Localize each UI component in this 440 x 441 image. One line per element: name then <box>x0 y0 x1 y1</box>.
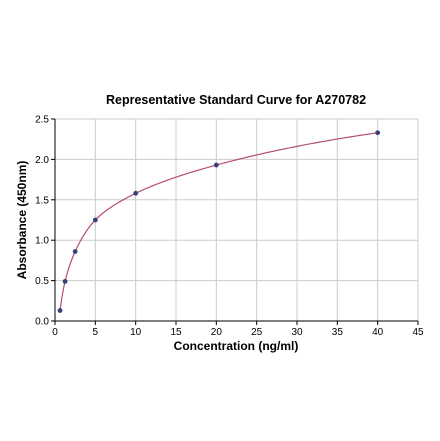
y-tick-label: 0.0 <box>35 317 49 328</box>
x-tick-label: 10 <box>130 327 142 338</box>
data-point <box>133 190 139 196</box>
y-tick-label: 1.0 <box>35 236 49 247</box>
y-tick-label: 2.5 <box>35 115 49 126</box>
grid-lines <box>54 118 419 322</box>
axes <box>51 118 419 325</box>
x-tick-label: 30 <box>291 327 303 338</box>
y-tick-label: 2.0 <box>35 155 49 166</box>
y-axis-label: Absorbance (450nm) <box>15 161 29 280</box>
y-tick-label: 1.5 <box>35 195 49 206</box>
x-tick-label: 35 <box>332 327 344 338</box>
x-tick-label: 5 <box>93 327 99 338</box>
y-tick-label: 0.5 <box>35 276 49 287</box>
x-tick-label: 0 <box>52 327 58 338</box>
y-tick-labels: 0.0 0.5 1.0 1.5 2.0 2.5 <box>35 115 49 328</box>
data-points-layer <box>57 130 381 313</box>
data-point <box>72 249 78 254</box>
data-point <box>57 308 63 313</box>
fit-curve-layer <box>59 132 378 311</box>
x-tick-label: 25 <box>251 327 263 338</box>
data-point <box>375 130 381 136</box>
data-point <box>213 162 219 168</box>
x-tick-label: 20 <box>211 327 223 338</box>
x-tick-label: 15 <box>170 327 182 338</box>
data-point <box>62 279 68 284</box>
chart-title: Representative Standard Curve for A27078… <box>106 93 366 107</box>
data-point <box>92 217 98 223</box>
x-tick-labels: 0 5 10 15 20 25 30 35 40 45 <box>52 327 424 338</box>
fit-curve <box>59 132 378 311</box>
x-axis-label: Concentration (ng/ml) <box>174 339 299 353</box>
x-tick-label: 40 <box>372 327 384 338</box>
x-tick-label: 45 <box>412 327 424 338</box>
